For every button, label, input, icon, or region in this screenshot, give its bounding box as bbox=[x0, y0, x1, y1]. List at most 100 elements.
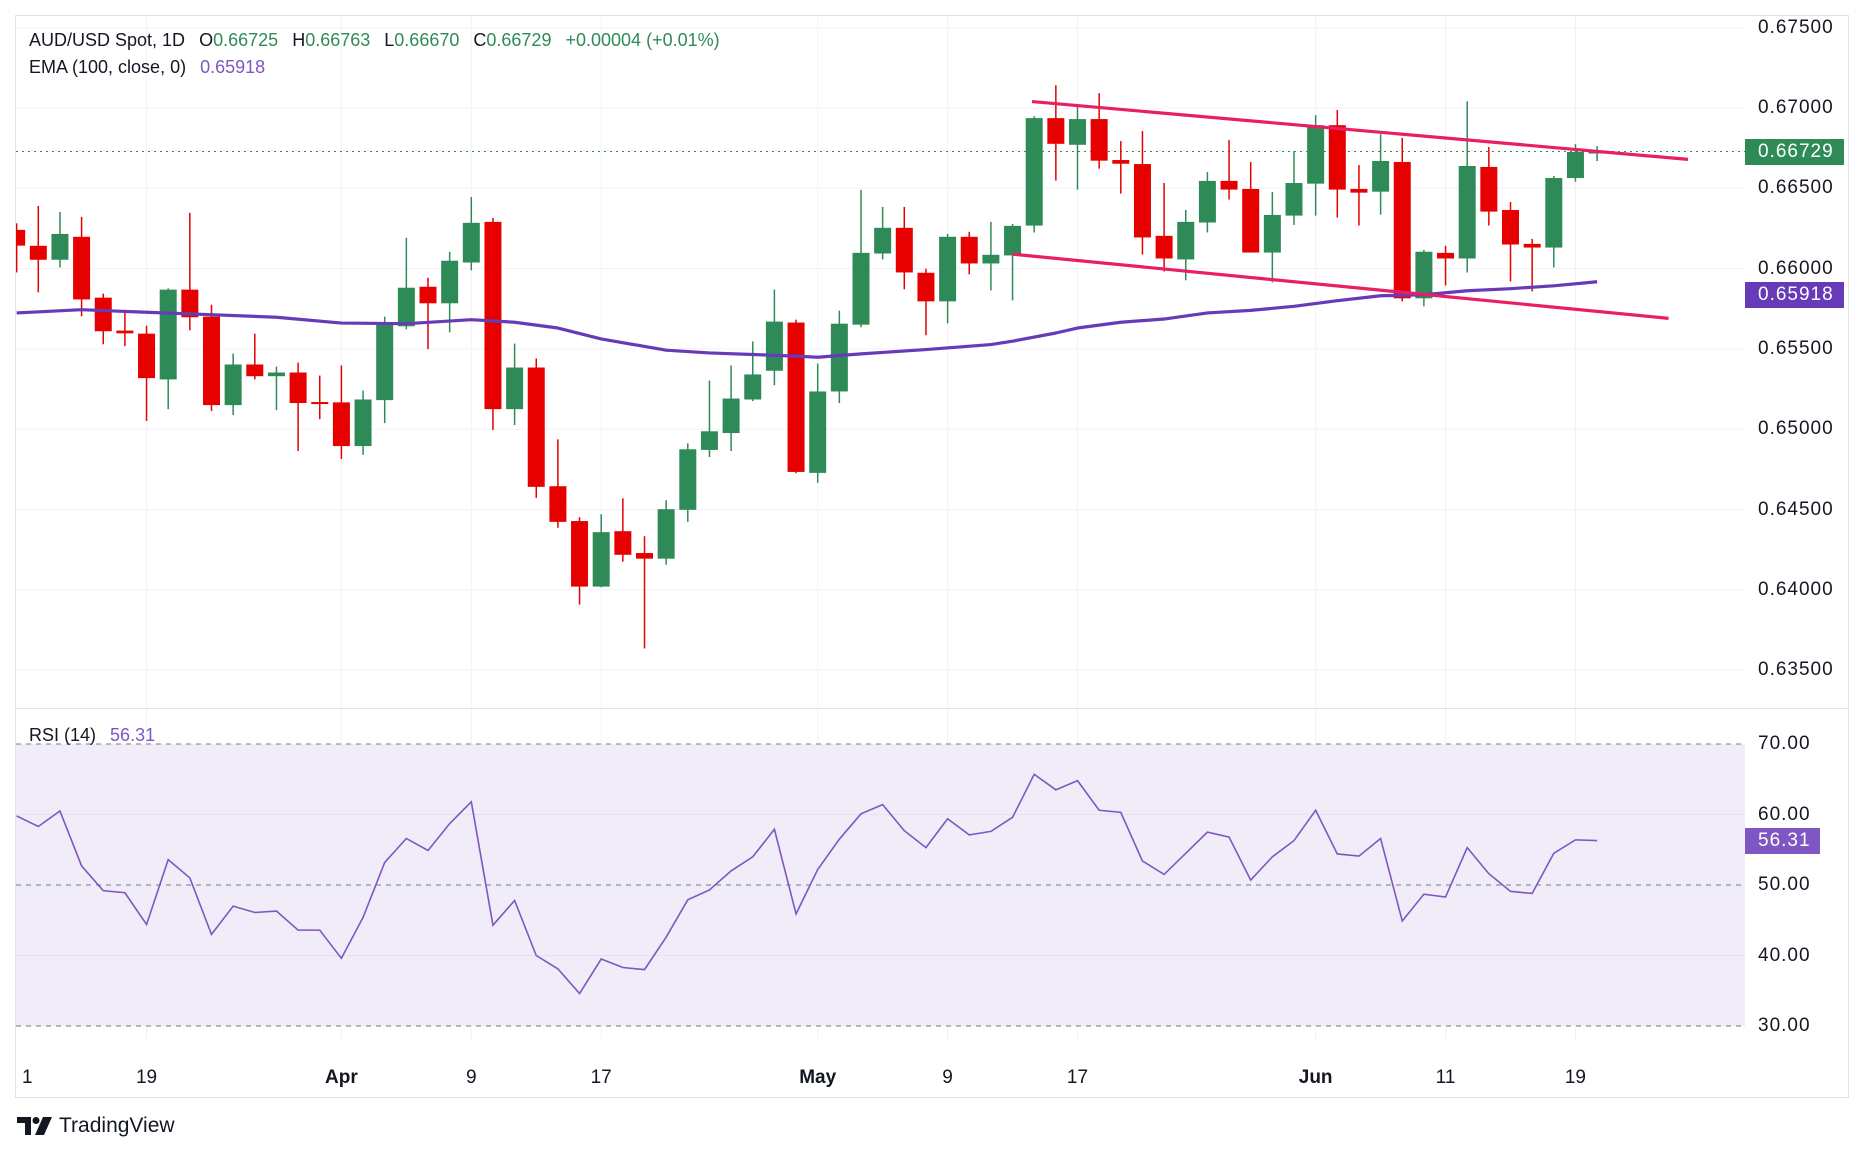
candle-body-up bbox=[744, 374, 762, 400]
candle-body-down bbox=[1523, 243, 1541, 248]
rsi-axis-label: 60.00 bbox=[1758, 803, 1811, 825]
candle-body-down bbox=[1350, 188, 1368, 193]
candle bbox=[267, 366, 285, 411]
candle bbox=[1588, 146, 1606, 161]
time-axis-label: 17 bbox=[1066, 1067, 1089, 1088]
candle bbox=[1198, 172, 1216, 233]
candle bbox=[874, 206, 892, 260]
rsi-label[interactable]: RSI (14) bbox=[29, 725, 97, 745]
candle bbox=[1545, 175, 1563, 268]
tradingview-logo-icon bbox=[17, 1117, 52, 1135]
candle-body-down bbox=[181, 289, 199, 318]
candle bbox=[852, 189, 870, 328]
candle-body-up bbox=[1372, 160, 1390, 192]
price-axis-label: 0.64500 bbox=[1758, 498, 1834, 520]
candle bbox=[289, 362, 307, 452]
symbol-title[interactable]: AUD/USD Spot, 1D bbox=[29, 30, 186, 50]
candle bbox=[787, 319, 805, 474]
candle bbox=[917, 268, 935, 336]
close-label: C bbox=[473, 30, 487, 50]
candle-body-down bbox=[1437, 252, 1455, 259]
time-axis-label: 11 bbox=[1435, 1067, 1456, 1088]
candle bbox=[809, 363, 827, 483]
candle bbox=[1220, 140, 1238, 200]
candle bbox=[484, 217, 502, 431]
candle-body-up bbox=[874, 227, 892, 254]
brand-name: TradingView bbox=[59, 1114, 175, 1137]
candle bbox=[765, 289, 783, 386]
candle-body-up bbox=[376, 324, 394, 401]
candle bbox=[159, 288, 177, 410]
candle bbox=[203, 304, 220, 412]
candle bbox=[73, 216, 91, 317]
candle-body-down bbox=[1502, 209, 1519, 245]
time-axis-label: May bbox=[799, 1067, 837, 1088]
candle-body-down bbox=[94, 297, 112, 332]
candle-body-down bbox=[29, 245, 47, 260]
price-pane bbox=[16, 85, 1745, 649]
price-axis-label: 0.66000 bbox=[1758, 257, 1834, 279]
candle bbox=[1004, 223, 1022, 301]
low-value: 0.66670 bbox=[394, 30, 460, 50]
candle bbox=[224, 353, 242, 416]
time-axis-label: 9 bbox=[466, 1067, 477, 1088]
rsi-value-tag: 56.31 bbox=[1745, 827, 1820, 854]
ema-label[interactable]: EMA (100, close, 0) bbox=[29, 57, 187, 77]
candle-body-down bbox=[1112, 160, 1130, 164]
price-axis-label: 0.67000 bbox=[1758, 97, 1834, 118]
candle bbox=[1393, 138, 1411, 302]
candle bbox=[1285, 151, 1303, 225]
close-value: 0.66729 bbox=[486, 30, 552, 50]
candle-body-up bbox=[592, 532, 610, 587]
candle-body-up bbox=[441, 260, 459, 304]
time-axis-label: 19 bbox=[1564, 1067, 1587, 1088]
candle bbox=[679, 443, 697, 522]
rsi-line bbox=[16, 773, 1598, 995]
candle-body-up bbox=[700, 431, 718, 450]
candle bbox=[549, 439, 567, 528]
candle-body-up bbox=[462, 222, 480, 263]
candle bbox=[1242, 161, 1260, 253]
candle bbox=[181, 212, 199, 331]
candle-body-down bbox=[203, 316, 220, 406]
candle-body-up bbox=[1458, 165, 1476, 259]
price-axis-label: 0.63500 bbox=[1758, 659, 1834, 681]
candle-body-down bbox=[571, 521, 589, 587]
rsi-axis-label: 30.00 bbox=[1758, 1015, 1811, 1036]
candle bbox=[1069, 105, 1086, 190]
candle-body-down bbox=[787, 322, 805, 472]
lower-channel-trendline bbox=[1012, 252, 1669, 320]
candle-body-up bbox=[982, 254, 1000, 264]
candle-body-up bbox=[1177, 221, 1195, 260]
candle-body-up bbox=[765, 321, 783, 371]
time-axis-label: Jun bbox=[1298, 1067, 1333, 1088]
upper-channel-trendline bbox=[1031, 99, 1689, 161]
candle-body-down bbox=[1090, 119, 1108, 161]
candle bbox=[354, 390, 372, 455]
candle bbox=[744, 341, 762, 402]
candle-body-down bbox=[895, 227, 913, 273]
candle bbox=[1328, 110, 1346, 218]
price-axis-label: 0.64000 bbox=[1758, 578, 1834, 600]
candle-body-up bbox=[506, 367, 524, 410]
candle-body-up bbox=[852, 252, 870, 325]
candle-body-down bbox=[549, 486, 567, 522]
candle bbox=[506, 343, 524, 426]
high-value: 0.66763 bbox=[305, 30, 371, 50]
ema-100-line bbox=[16, 280, 1598, 359]
candle bbox=[571, 517, 589, 605]
candle-body-down bbox=[1047, 118, 1065, 144]
candle bbox=[1090, 93, 1108, 169]
candle bbox=[311, 375, 329, 420]
candle-body-up bbox=[809, 391, 827, 473]
candle-body-down bbox=[636, 553, 653, 559]
candle-body-up bbox=[1415, 251, 1433, 299]
candle bbox=[1155, 183, 1173, 272]
tradingview-logo[interactable]: TradingView bbox=[17, 1114, 175, 1138]
candle bbox=[94, 293, 112, 345]
candle-body-up bbox=[657, 509, 675, 559]
candle bbox=[982, 221, 1000, 291]
candle bbox=[1177, 209, 1195, 281]
price-axis-label: 0.66500 bbox=[1758, 177, 1834, 199]
